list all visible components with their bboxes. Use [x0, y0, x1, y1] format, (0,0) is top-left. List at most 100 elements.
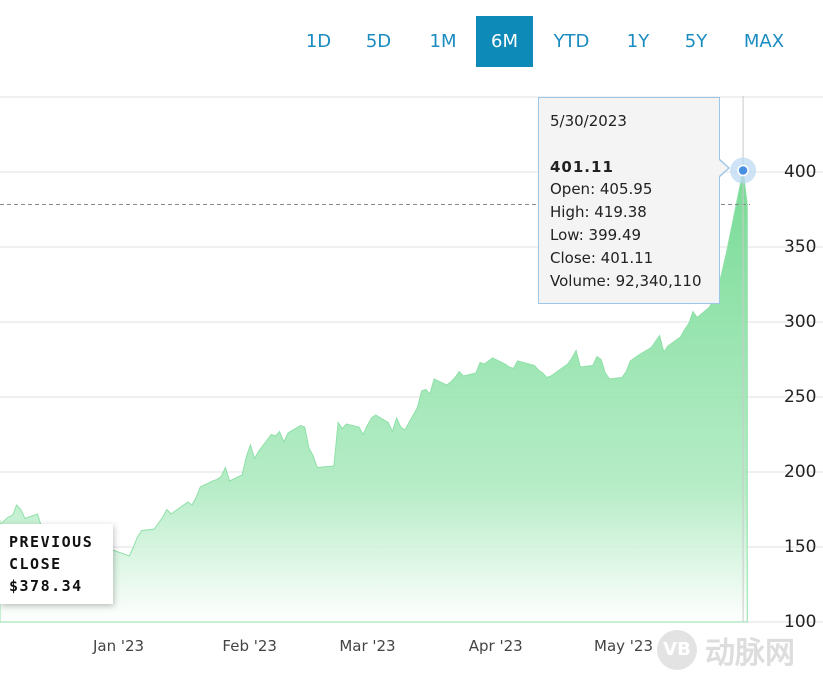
price-point	[20, 508, 22, 510]
price-point	[199, 486, 201, 488]
price-point	[128, 555, 130, 557]
price-point	[312, 454, 314, 456]
price-point	[308, 447, 310, 449]
y-tick-label: 200	[784, 462, 817, 482]
x-tick-label: May '23	[594, 637, 653, 655]
range-button-1y[interactable]: 1Y	[626, 31, 650, 52]
price-point	[746, 204, 748, 206]
price-point	[153, 528, 155, 530]
price-point	[579, 366, 581, 368]
price-point	[191, 504, 193, 506]
price-point	[537, 369, 539, 371]
price-point	[366, 424, 368, 426]
y-tick-label: 100	[784, 612, 817, 632]
price-point	[487, 360, 489, 362]
hover-point[interactable]	[737, 164, 749, 177]
price-point	[245, 456, 247, 458]
price-point	[608, 378, 610, 380]
previous-close-label: PREVIOUS CLOSE $378.34	[0, 524, 113, 604]
previous-close-title-line2: CLOSE	[9, 555, 62, 573]
price-point	[721, 270, 723, 272]
price-point	[679, 336, 681, 338]
price-point	[696, 316, 698, 318]
price-point	[170, 513, 172, 515]
price-point	[224, 466, 226, 468]
price-point	[299, 424, 301, 426]
previous-close-title-line1: PREVIOUS	[9, 533, 94, 551]
price-point	[567, 363, 569, 365]
price-point	[11, 514, 13, 516]
price-point	[638, 354, 640, 356]
tooltip-value: 401.11	[550, 158, 614, 176]
price-point	[216, 478, 218, 480]
price-point	[187, 501, 189, 503]
watermark: VB 动脉网	[657, 628, 817, 672]
price-point	[333, 465, 335, 467]
price-point	[512, 367, 514, 369]
price-point	[483, 363, 485, 365]
price-point	[241, 474, 243, 476]
watermark-text: 动脉网	[705, 636, 795, 671]
tooltip-pointer-inner	[719, 160, 728, 176]
price-point	[283, 441, 285, 443]
tooltip-volume: Volume: 92,340,110	[550, 272, 702, 290]
price-point	[425, 388, 427, 390]
range-button-1d[interactable]: 1D	[305, 31, 332, 52]
price-point	[36, 513, 38, 515]
price-point	[416, 406, 418, 408]
price-point	[24, 517, 26, 519]
price-point	[504, 363, 506, 365]
price-point	[374, 414, 376, 416]
range-button-ytd[interactable]: YTD	[553, 31, 590, 52]
price-point	[600, 358, 602, 360]
x-tick-label: Jan '23	[93, 637, 145, 655]
range-button-max[interactable]: MAX	[743, 31, 785, 52]
price-point	[458, 370, 460, 372]
price-point	[550, 375, 552, 377]
price-point	[0, 519, 1, 521]
price-point	[621, 376, 623, 378]
price-point	[274, 435, 276, 437]
price-point	[658, 334, 660, 336]
price-point	[475, 372, 477, 374]
price-point	[362, 433, 364, 435]
price-point	[688, 322, 690, 324]
price-point	[683, 328, 685, 330]
range-button-5y[interactable]: 5Y	[684, 31, 708, 52]
price-point	[508, 366, 510, 368]
price-point	[479, 361, 481, 363]
y-tick-label: 150	[784, 537, 817, 557]
tooltip-high: High: 419.38	[550, 203, 647, 221]
x-tick-label: Apr '23	[468, 637, 523, 655]
price-point	[391, 430, 393, 432]
range-button-6m[interactable]: 6M	[476, 16, 533, 67]
price-point	[546, 376, 548, 378]
price-point	[370, 417, 372, 419]
y-tick-label: 300	[784, 312, 817, 332]
price-point	[571, 357, 573, 359]
price-point	[462, 375, 464, 377]
price-point	[270, 433, 272, 435]
price-tooltip: 5/30/2023 401.11 Open: 405.95 High: 419.…	[538, 97, 720, 304]
price-point	[337, 421, 339, 423]
price-point	[592, 364, 594, 366]
price-point	[137, 535, 139, 537]
x-tick-label: Mar '23	[339, 637, 396, 655]
range-button-1m[interactable]: 1M	[429, 31, 457, 52]
watermark-logo-icon: VB	[657, 630, 697, 670]
price-point	[604, 372, 606, 374]
price-point	[654, 340, 656, 342]
price-point	[596, 355, 598, 357]
price-point	[400, 426, 402, 428]
price-point	[491, 357, 493, 359]
price-point	[562, 366, 564, 368]
tooltip-open: Open: 405.95	[550, 180, 653, 198]
price-point	[132, 546, 134, 548]
price-point	[304, 426, 306, 428]
price-point	[708, 306, 710, 308]
price-point	[195, 496, 197, 498]
price-point	[663, 351, 665, 353]
price-point	[258, 450, 260, 452]
range-button-5d[interactable]: 5D	[365, 31, 392, 52]
price-point	[358, 426, 360, 428]
